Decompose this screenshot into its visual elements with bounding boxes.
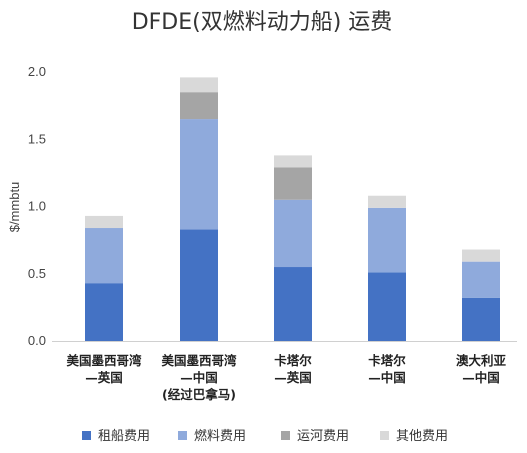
x-tick-label: —中国 (180, 370, 218, 385)
bar-segment (368, 195, 406, 208)
x-tick-label: —中国 (368, 370, 406, 385)
legend-item: 运河费用 (281, 429, 349, 444)
y-tick-label: 1.5 (28, 131, 46, 146)
bar-segment (274, 155, 312, 168)
bar-segment (274, 199, 312, 268)
legend-item: 燃料费用 (178, 428, 246, 444)
bar-segment (85, 215, 123, 229)
bar-segment (368, 272, 406, 341)
x-tick-label: 卡塔尔 (368, 353, 406, 368)
bar-segment (180, 77, 218, 93)
legend-swatch (178, 431, 187, 440)
legend-item: 租船费用 (82, 429, 150, 444)
bar-segment (368, 207, 406, 273)
legend-label: 租船费用 (98, 429, 150, 444)
legend-swatch (380, 431, 389, 440)
bar-segment (274, 167, 312, 200)
y-axis-label: $/mmbtu (7, 182, 22, 233)
bar-segment (462, 249, 500, 262)
bar-segment (85, 228, 123, 284)
x-tick-label: —英国 (85, 370, 123, 385)
x-axis: 美国墨西哥湾 —英国 美国墨西哥湾 —中国 (经过巴拿马) 卡塔尔 —英国 卡塔尔 —中国 澳大利… (66, 353, 506, 402)
x-tick-label: 澳大利亚 (456, 353, 507, 368)
y-tick-label: 2.0 (28, 64, 46, 79)
x-tick-label: —中国 (462, 370, 500, 385)
bar-segment (85, 283, 123, 341)
legend-swatch (82, 431, 91, 440)
bar-segment (462, 297, 500, 341)
legend: 租船费用 燃料费用 运河费用 其他费用 (82, 428, 448, 444)
x-tick-label: 美国墨西哥湾 (66, 353, 142, 368)
y-tick-label: 1.0 (28, 199, 46, 214)
legend-label: 燃料费用 (194, 428, 246, 444)
y-axis: 0.0 0.5 1.0 1.5 2.0 (28, 64, 46, 348)
x-tick-label: —英国 (274, 370, 312, 385)
x-tick-label: 美国墨西哥湾 (161, 353, 237, 368)
x-tick-label: (经过巴拿马) (162, 387, 236, 402)
y-tick-label: 0.5 (28, 266, 46, 281)
bar-segment (180, 92, 218, 120)
bars-group (85, 77, 500, 341)
legend-item: 其他费用 (380, 429, 448, 444)
legend-label: 其他费用 (396, 429, 448, 444)
bar-segment (274, 267, 312, 341)
bar-segment (180, 119, 218, 230)
bar-segment (462, 261, 500, 298)
bar-segment (180, 229, 218, 341)
y-tick-label: 0.0 (28, 333, 46, 348)
legend-swatch (281, 431, 290, 440)
x-tick-label: 卡塔尔 (274, 353, 312, 368)
chart-title: DFDE(双燃料动力船) 运费 (132, 10, 393, 35)
legend-label: 运河费用 (297, 429, 349, 444)
